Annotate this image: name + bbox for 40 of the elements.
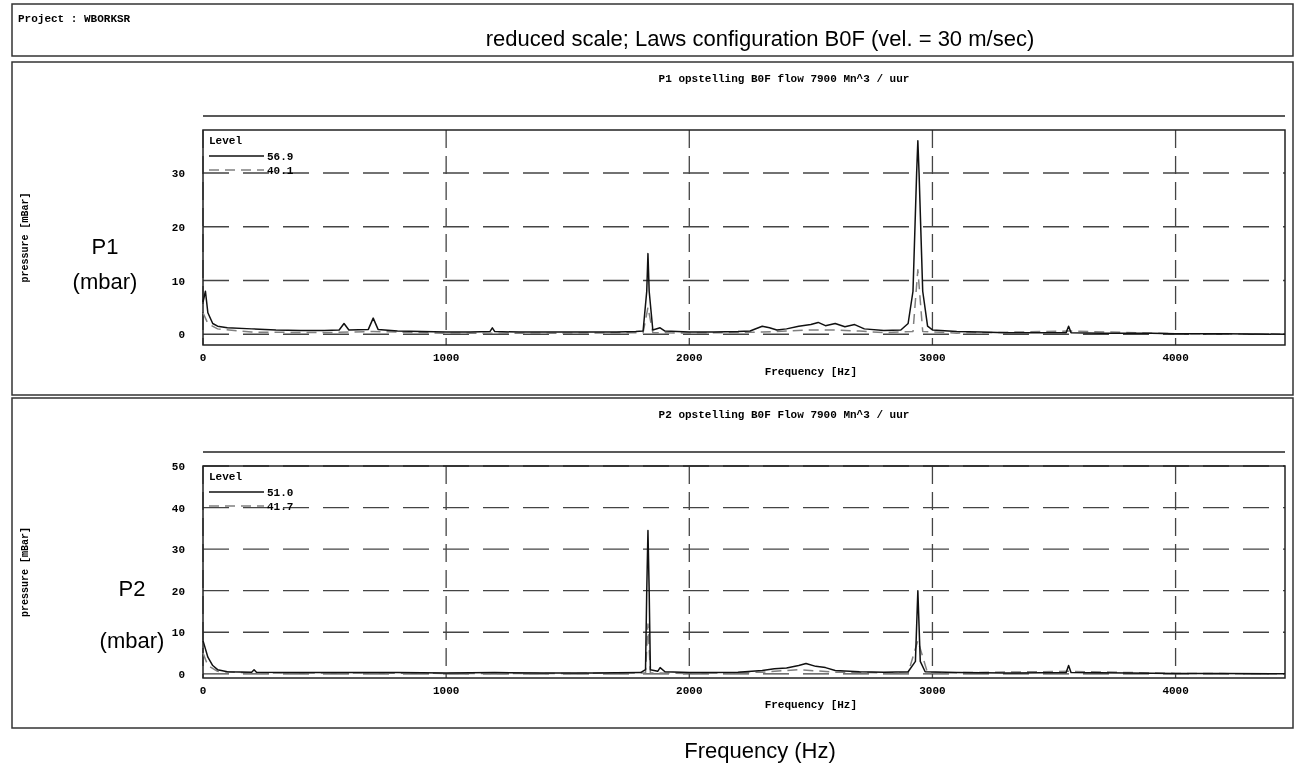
- y-tick-label: 20: [171, 585, 185, 598]
- x-tick-label: 3000: [919, 685, 946, 697]
- text: (mbar): [72, 269, 138, 294]
- y-tick-label: 30: [171, 544, 185, 557]
- y-tick-label: 10: [171, 627, 185, 640]
- text: Frequency (Hz): [684, 738, 836, 763]
- y-tick-label: 40: [171, 502, 185, 515]
- legend-label: 40.1: [267, 165, 294, 177]
- y-axis-title: pressure [mBar]: [20, 192, 31, 283]
- line-series: [202, 529, 1286, 675]
- text: Project : WBORKSR: [18, 13, 131, 25]
- x-tick-label: 0: [199, 352, 207, 364]
- legend-label: 51.0: [267, 487, 294, 499]
- x-tick-label: 0: [199, 685, 207, 697]
- y-tick-label: 20: [171, 221, 185, 234]
- x-tick-label: 4000: [1162, 352, 1189, 364]
- y-tick-label: 10: [171, 275, 185, 288]
- text: (mbar): [99, 628, 165, 653]
- y-tick-label: 0: [178, 668, 185, 681]
- y-tick-label: 50: [171, 461, 185, 473]
- y-axis-title: pressure [mBar]: [20, 526, 31, 618]
- x-tick-label: 1000: [432, 685, 460, 697]
- y-tick-label: 30: [171, 168, 185, 180]
- legend-label: 41.7: [267, 501, 294, 513]
- x-tick-label: 4000: [1162, 685, 1189, 697]
- text: P2: [118, 576, 146, 601]
- x-axis-title: Frequency [Hz]: [764, 366, 858, 378]
- x-tick-label: 3000: [919, 352, 946, 364]
- x-tick-label: 2000: [676, 685, 703, 697]
- legend-title: Level: [209, 471, 243, 483]
- y-tick-label: 0: [178, 329, 185, 342]
- chart-title: P2 opstelling B0F Flow 7900 Mn^3 / uur: [658, 409, 910, 421]
- text: P1: [91, 234, 119, 259]
- text: reduced scale; Laws configuration B0F (vel. = 30 m/sec): [485, 26, 1035, 51]
- x-tick-label: 2000: [676, 352, 703, 364]
- x-axis-title: Frequency [Hz]: [764, 699, 858, 711]
- legend-label: 56.9: [267, 151, 294, 163]
- legend-title: Level: [209, 135, 243, 147]
- chart-title: P1 opstelling B0F flow 7900 Mn^3 / uur: [658, 73, 910, 85]
- x-tick-label: 1000: [432, 352, 460, 364]
